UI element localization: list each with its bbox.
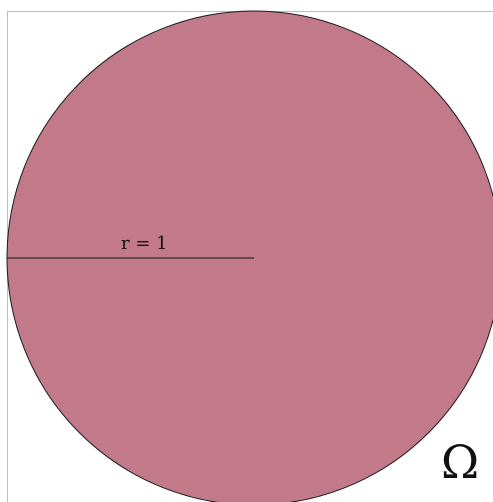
radius-label: r = 1 — [121, 233, 168, 254]
unit-disk — [6, 10, 493, 502]
domain-omega-label: Ω — [441, 435, 480, 489]
